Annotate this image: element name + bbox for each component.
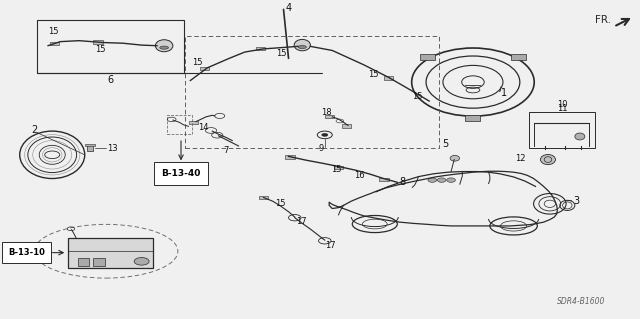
Bar bbox=[87, 145, 93, 151]
Bar bbox=[420, 54, 435, 60]
Text: 6: 6 bbox=[108, 75, 114, 85]
Ellipse shape bbox=[294, 40, 310, 51]
Bar bbox=[379, 178, 388, 181]
Circle shape bbox=[428, 178, 436, 182]
Bar bbox=[93, 258, 105, 266]
Text: 12: 12 bbox=[516, 154, 526, 163]
Text: 18: 18 bbox=[321, 108, 332, 117]
Bar bbox=[511, 54, 526, 60]
Bar bbox=[186, 36, 438, 148]
Text: 5: 5 bbox=[442, 139, 448, 149]
Bar bbox=[200, 67, 209, 70]
Bar bbox=[342, 124, 351, 128]
Text: 15: 15 bbox=[276, 49, 287, 58]
Text: 14: 14 bbox=[198, 123, 209, 132]
Text: 10: 10 bbox=[557, 100, 567, 109]
Text: 1: 1 bbox=[501, 88, 508, 98]
Text: 16: 16 bbox=[354, 171, 365, 180]
Circle shape bbox=[437, 178, 446, 182]
Bar bbox=[78, 258, 89, 266]
Text: 15: 15 bbox=[95, 45, 105, 54]
Ellipse shape bbox=[575, 133, 585, 140]
Text: 8: 8 bbox=[400, 177, 406, 187]
Bar bbox=[166, 115, 191, 134]
Text: 9: 9 bbox=[319, 144, 324, 153]
Bar bbox=[85, 144, 95, 146]
Bar bbox=[324, 115, 334, 118]
Text: 15: 15 bbox=[369, 70, 379, 79]
Text: 11: 11 bbox=[557, 104, 567, 114]
Text: 15: 15 bbox=[412, 92, 423, 101]
Text: FR.: FR. bbox=[595, 15, 611, 26]
Ellipse shape bbox=[450, 155, 460, 161]
Text: 15: 15 bbox=[275, 199, 285, 208]
Circle shape bbox=[447, 178, 456, 182]
Text: 7: 7 bbox=[223, 145, 228, 155]
Bar bbox=[383, 76, 393, 79]
Bar bbox=[259, 196, 268, 199]
Text: B-13-40: B-13-40 bbox=[161, 169, 201, 178]
Text: 17: 17 bbox=[324, 241, 335, 250]
Circle shape bbox=[322, 133, 328, 137]
Ellipse shape bbox=[298, 45, 307, 48]
Ellipse shape bbox=[156, 40, 173, 52]
Text: 3: 3 bbox=[573, 196, 579, 206]
Text: SDR4-B1600: SDR4-B1600 bbox=[557, 297, 605, 306]
Bar bbox=[465, 115, 481, 121]
Bar bbox=[93, 41, 103, 43]
Bar bbox=[256, 47, 266, 50]
Text: 15: 15 bbox=[191, 58, 202, 67]
Bar bbox=[285, 155, 295, 159]
Text: 4: 4 bbox=[286, 3, 292, 13]
Text: 15: 15 bbox=[48, 27, 58, 36]
Bar bbox=[529, 112, 595, 148]
Text: 2: 2 bbox=[31, 125, 37, 136]
Bar bbox=[50, 41, 59, 45]
Text: B-13-10: B-13-10 bbox=[8, 248, 45, 257]
Circle shape bbox=[134, 257, 149, 265]
Text: 17: 17 bbox=[296, 217, 307, 226]
Ellipse shape bbox=[540, 154, 556, 165]
Text: 15: 15 bbox=[331, 165, 342, 174]
Text: 13: 13 bbox=[108, 144, 118, 153]
Bar bbox=[68, 238, 153, 268]
Ellipse shape bbox=[160, 46, 168, 49]
Bar bbox=[189, 121, 198, 124]
Bar bbox=[333, 166, 343, 169]
Bar bbox=[37, 20, 184, 73]
